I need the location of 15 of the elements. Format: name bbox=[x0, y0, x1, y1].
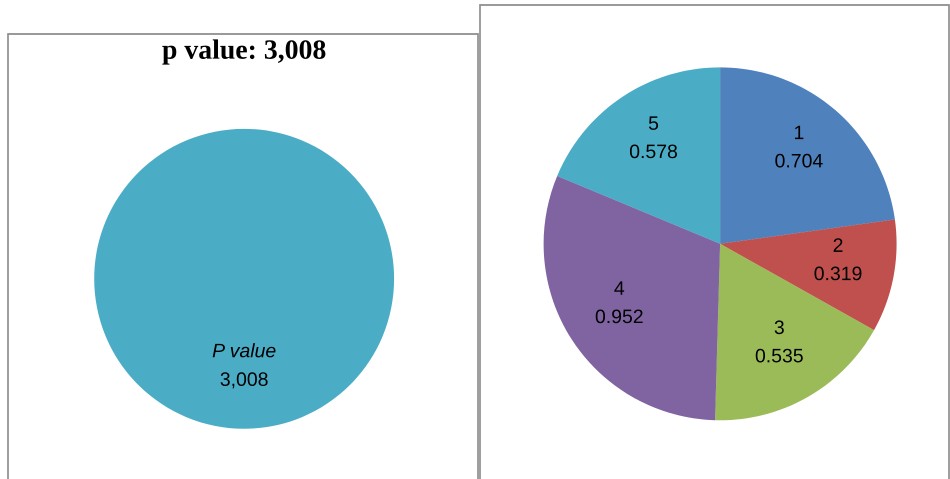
slice-label: 4 bbox=[614, 281, 624, 295]
pie-slice bbox=[557, 67, 720, 244]
slice-label: 2 bbox=[834, 238, 842, 252]
data-label: 0.704 bbox=[775, 154, 823, 168]
slice-label: 3 bbox=[774, 320, 784, 334]
data-label: 0.952 bbox=[596, 309, 643, 324]
slice-label: 5 bbox=[648, 116, 658, 130]
data-label: 3,008 bbox=[220, 372, 268, 388]
data-label: 0.535 bbox=[756, 348, 803, 362]
pie-slice bbox=[544, 176, 720, 420]
slice-label: P value bbox=[212, 343, 276, 358]
slice-label: 1 bbox=[794, 126, 804, 140]
data-label: 0.578 bbox=[630, 144, 678, 158]
data-label: 0.319 bbox=[814, 266, 862, 280]
chart-title: p value: 3,008 bbox=[162, 39, 326, 65]
